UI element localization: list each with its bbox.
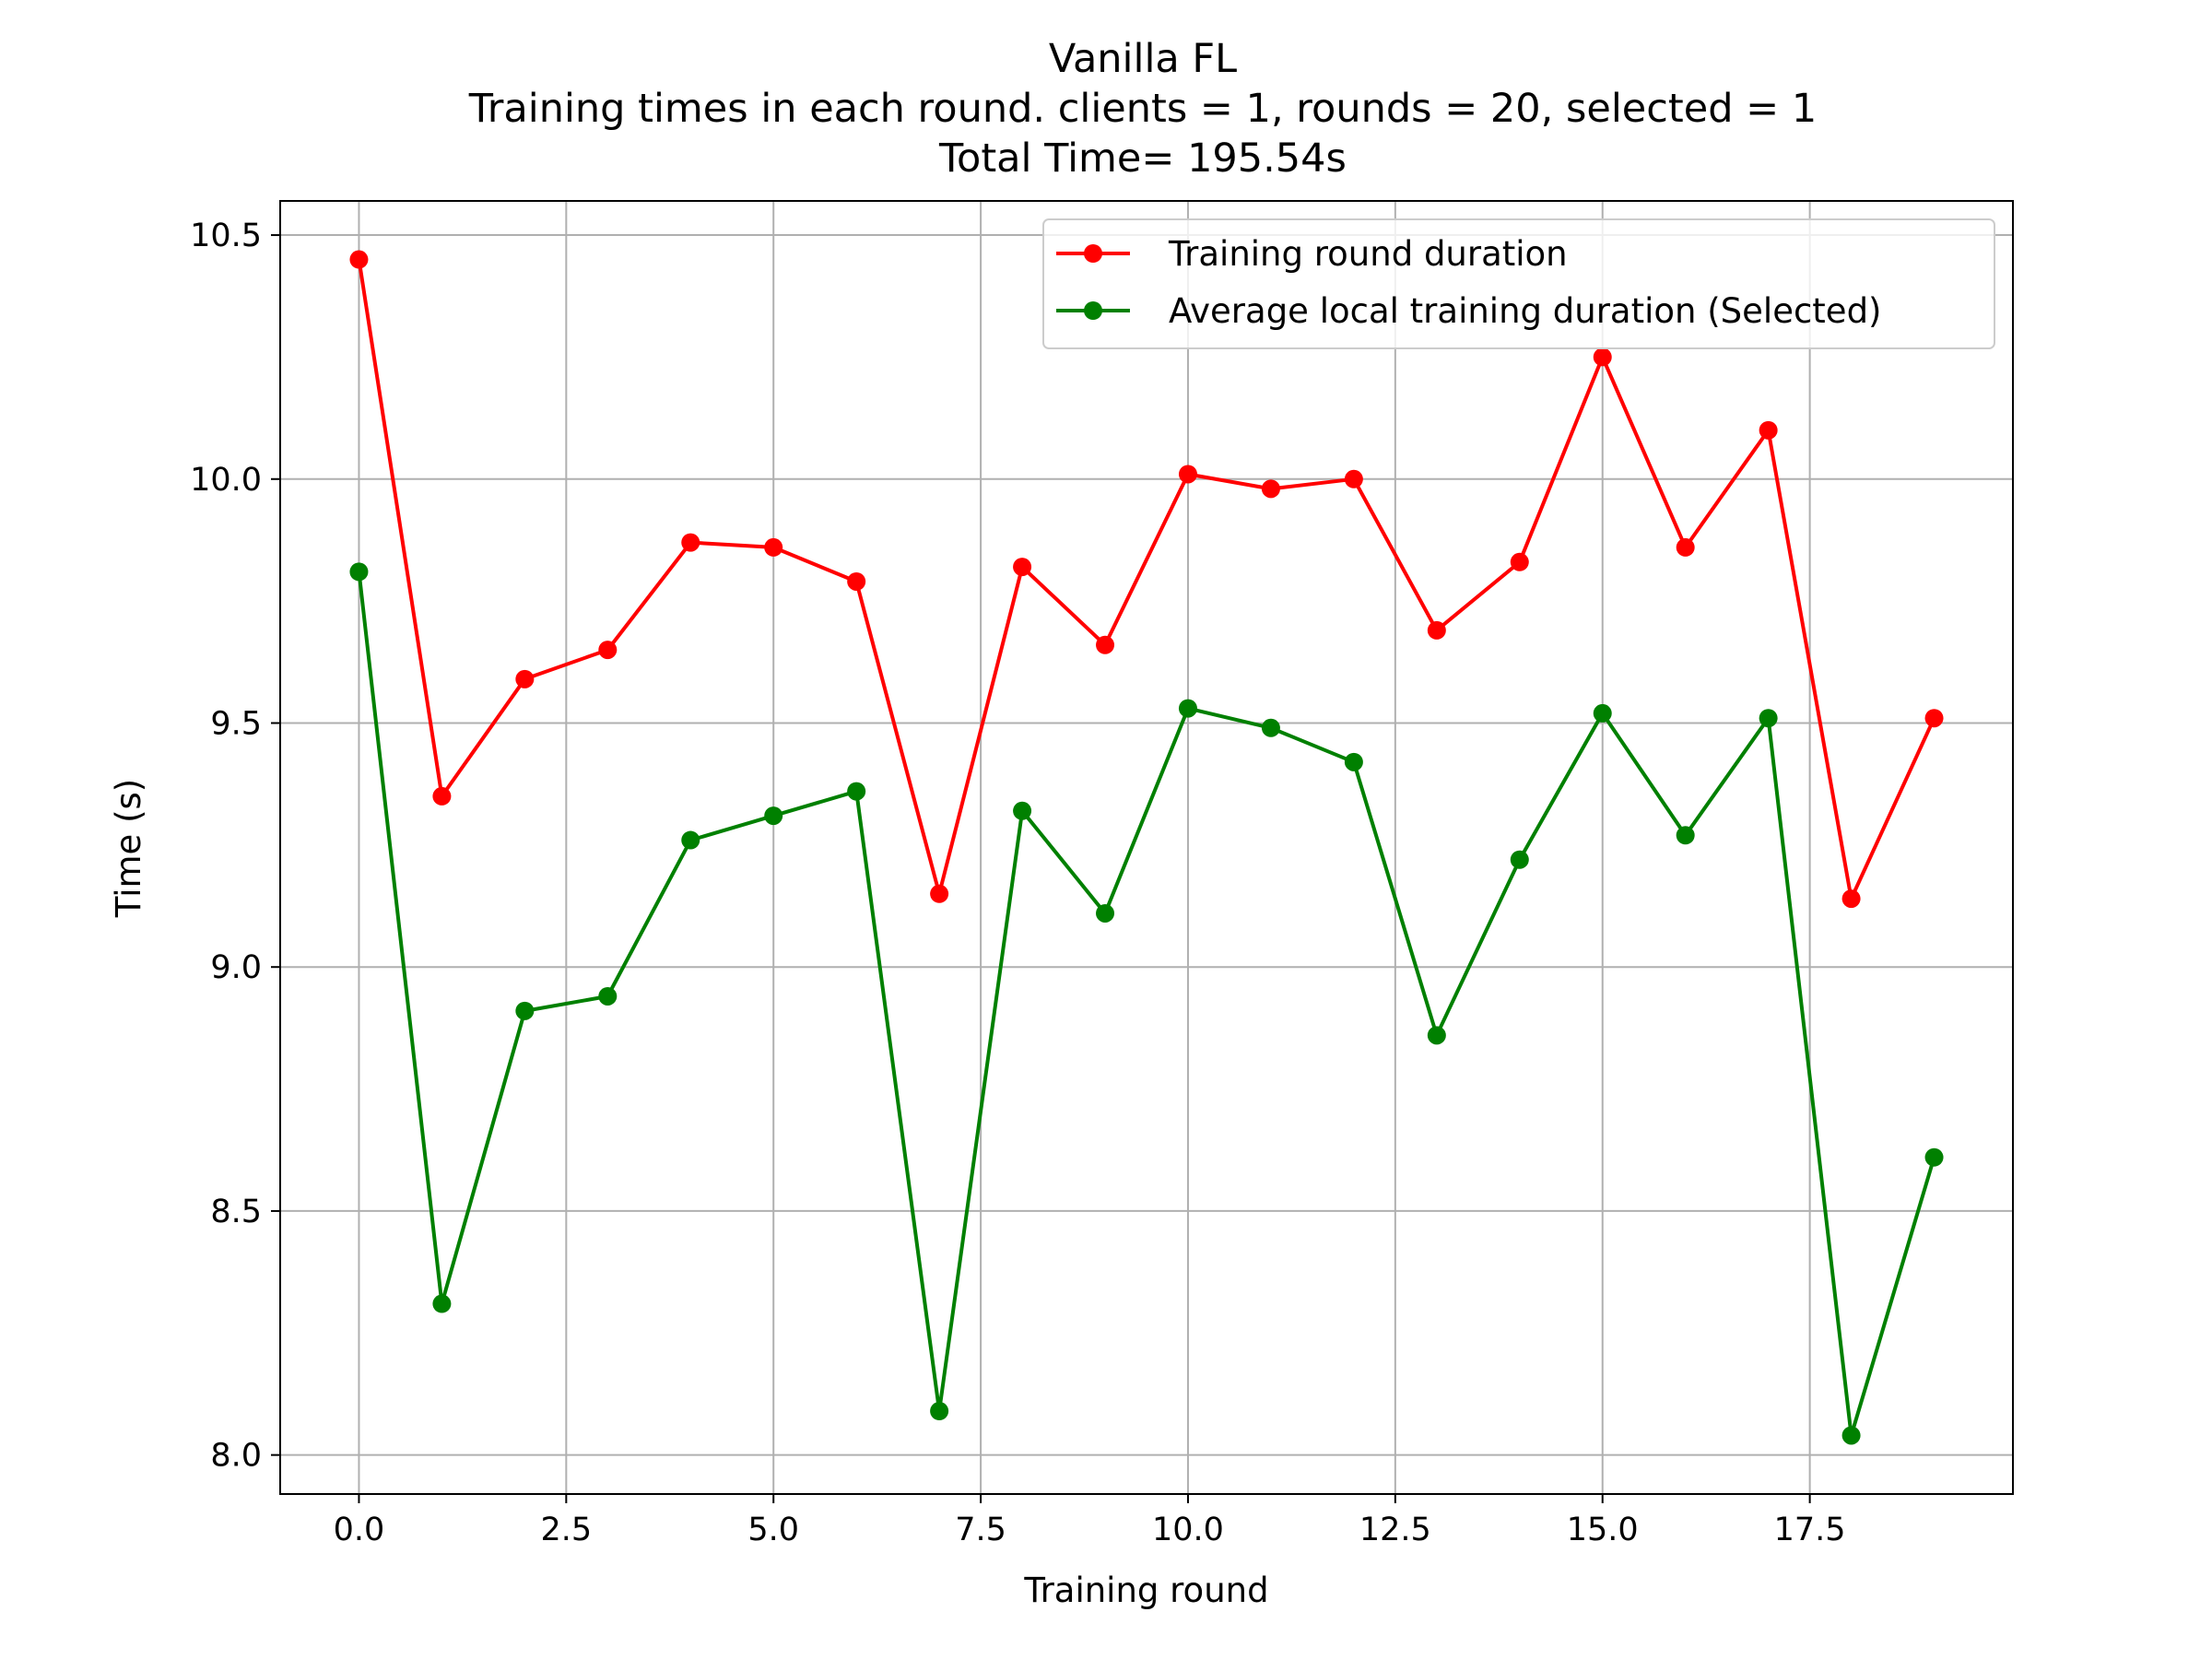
y-tick-label: 9.5 (210, 705, 262, 742)
x-tick-label: 17.5 (1774, 1512, 1846, 1548)
x-tick-label: 7.5 (955, 1512, 1006, 1548)
data-point (1676, 826, 1695, 845)
data-point (1759, 709, 1778, 728)
data-point (1096, 903, 1115, 923)
legend-box (1042, 218, 1995, 349)
data-point (1178, 699, 1197, 718)
x-axis-ticks: 0.0 2.5 5.0 7.5 10.0 12.5 15.0 17.5 (334, 1494, 1846, 1548)
legend-marker-average-local (1084, 301, 1102, 320)
y-tick-label: 10.5 (190, 218, 262, 254)
data-point (1593, 703, 1612, 723)
x-tick-label: 10.0 (1152, 1512, 1224, 1548)
series-1 (349, 250, 1944, 909)
y-axis-ticks: 8.0 8.5 9.0 9.5 10.0 10.5 (190, 218, 280, 1475)
legend: Training round duration Average local tr… (1042, 218, 1995, 349)
legend-marker-training-round (1084, 244, 1102, 263)
data-point (1510, 850, 1529, 869)
data-point (1593, 347, 1612, 367)
y-tick-label: 9.0 (210, 949, 262, 986)
data-point (515, 669, 535, 688)
data-point (432, 786, 452, 806)
data-point (598, 986, 618, 1006)
data-point (598, 641, 618, 660)
data-point (764, 806, 783, 826)
chart-title-line-3: Total Time= 195.54s (938, 135, 1347, 182)
series-lines (349, 250, 1944, 1445)
data-point (847, 782, 866, 801)
grid-lines (280, 201, 2013, 1494)
data-point (681, 830, 700, 850)
data-point (1427, 1026, 1446, 1045)
data-point (515, 1001, 535, 1020)
data-point (1344, 469, 1363, 488)
data-point (1924, 709, 1944, 728)
data-point (1013, 801, 1032, 820)
x-tick-label: 0.0 (334, 1512, 385, 1548)
data-point (764, 537, 783, 557)
plot-area-frame (279, 200, 2014, 1495)
data-point (930, 1401, 949, 1420)
data-point (1676, 537, 1695, 557)
data-point (847, 571, 866, 591)
chart-title-line-2: Training times in each round. clients = … (468, 86, 1817, 132)
data-point (349, 562, 369, 582)
chart-title: Vanilla FL Training times in each round.… (468, 36, 1817, 182)
y-tick-label: 8.0 (210, 1438, 262, 1475)
series-2 (349, 562, 1944, 1445)
data-point (1510, 552, 1529, 571)
data-point (1178, 465, 1197, 484)
data-point (1344, 752, 1363, 771)
data-point (1841, 1426, 1861, 1445)
data-point (1759, 420, 1778, 440)
series-line (357, 571, 1936, 1438)
y-tick-label: 8.5 (210, 1194, 262, 1230)
data-point (349, 250, 369, 269)
x-axis-label: Training round (1023, 1571, 1268, 1610)
legend-label-training-round: Training round duration (1168, 234, 1568, 274)
x-tick-label: 15.0 (1567, 1512, 1639, 1548)
data-point (1924, 1147, 1944, 1167)
data-point (1261, 479, 1280, 499)
x-tick-label: 12.5 (1359, 1512, 1431, 1548)
x-tick-label: 2.5 (540, 1512, 592, 1548)
data-point (1096, 635, 1115, 654)
series-line (357, 259, 1936, 901)
data-point (1427, 620, 1446, 640)
x-tick-label: 5.0 (747, 1512, 799, 1548)
chart-title-line-1: Vanilla FL (1049, 36, 1237, 82)
legend-label-average-local: Average local training duration (Selecte… (1169, 291, 1882, 331)
data-point (1841, 889, 1861, 909)
y-tick-label: 10.0 (190, 462, 262, 499)
data-point (1013, 558, 1032, 577)
data-point (930, 884, 949, 903)
data-point (1261, 718, 1280, 737)
y-axis-label: Time (s) (109, 779, 148, 918)
data-point (681, 533, 700, 552)
data-point (432, 1294, 452, 1313)
